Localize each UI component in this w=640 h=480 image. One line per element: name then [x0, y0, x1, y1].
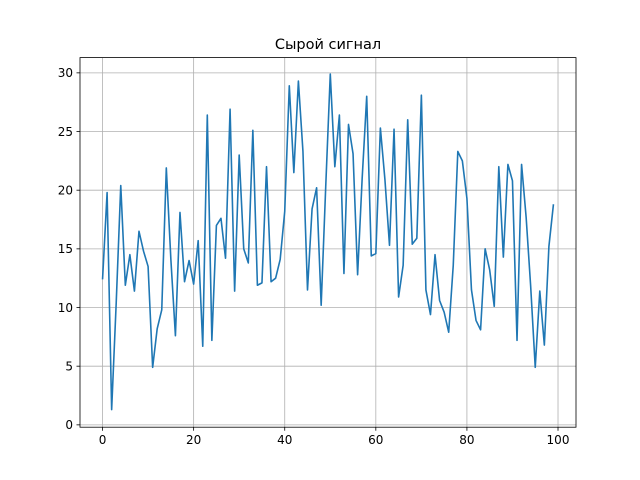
- y-tick-label: 15: [58, 242, 73, 256]
- x-tick-label: 20: [186, 433, 201, 447]
- y-tick-label: 10: [58, 301, 73, 315]
- x-tick-label: 0: [99, 433, 107, 447]
- x-tick-label: 100: [547, 433, 570, 447]
- y-tick-label: 20: [58, 183, 73, 197]
- y-tick-label: 0: [65, 418, 73, 432]
- y-tick-label: 5: [65, 359, 73, 373]
- y-tick-label: 25: [58, 125, 73, 139]
- x-tick-label: 40: [277, 433, 292, 447]
- axis-ticks: [76, 72, 559, 431]
- y-tick-label: 30: [58, 66, 73, 80]
- plot-area-frame: [79, 57, 577, 428]
- grid-lines: [80, 57, 576, 428]
- chart-title: Сырой сигнал: [275, 37, 381, 53]
- x-tick-label: 80: [459, 433, 474, 447]
- tick-labels: 0 20 40 60 80 100 0 5 10 15 20 25 30: [58, 66, 570, 447]
- signal-series-line: [101, 73, 555, 411]
- x-tick-label: 60: [368, 433, 383, 447]
